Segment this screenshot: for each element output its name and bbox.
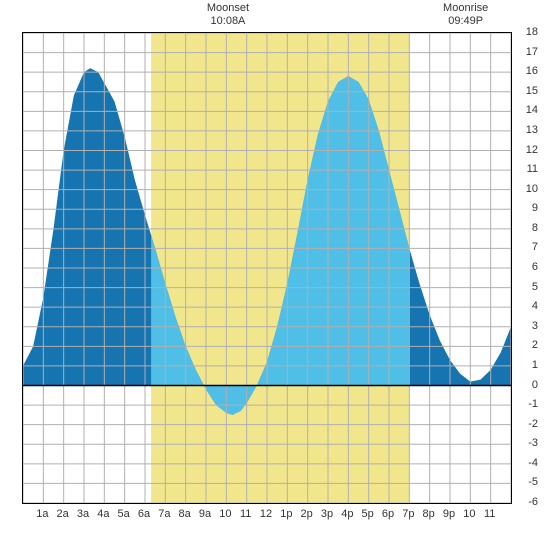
- y-tick: 12: [522, 144, 538, 156]
- y-tick: 5: [528, 281, 538, 293]
- x-tick: 6a: [138, 508, 150, 520]
- y-tick: -4: [524, 457, 538, 469]
- x-tick: 4p: [341, 508, 353, 520]
- y-axis: -6-5-4-3-2-10123456789101112131415161718: [514, 32, 538, 502]
- x-tick: 2p: [301, 508, 313, 520]
- x-tick: 12: [260, 508, 272, 520]
- x-tick: 2a: [57, 508, 69, 520]
- x-tick: 1p: [280, 508, 292, 520]
- y-tick: 2: [528, 339, 538, 351]
- y-tick: -2: [524, 418, 538, 430]
- y-tick: 10: [522, 183, 538, 195]
- plot-area: [22, 32, 512, 504]
- x-tick: 9p: [443, 508, 455, 520]
- x-axis: 1a 2a 3a 4a 5a 6a 7a 8a 9a 10 11 12 1p 2p 3p 4p 5p 6p 7p 8p…: [22, 508, 510, 528]
- y-tick: 9: [528, 202, 538, 214]
- x-tick: 11: [484, 508, 495, 520]
- x-tick: 6p: [382, 508, 394, 520]
- x-tick: 5p: [362, 508, 374, 520]
- moon-label-title: Moonrise: [426, 2, 506, 15]
- x-tick: 5a: [118, 508, 130, 520]
- y-tick: -6: [524, 496, 538, 508]
- y-tick: 0: [528, 379, 538, 391]
- x-tick: 3a: [77, 508, 89, 520]
- y-tick: -3: [524, 437, 538, 449]
- moon-label-time: 10:08A: [188, 15, 268, 28]
- top-labels: Moonset10:08A Moonrise09:49P: [0, 0, 550, 30]
- y-tick: 8: [528, 222, 538, 234]
- x-tick: 1a: [36, 508, 48, 520]
- x-tick: 4a: [97, 508, 109, 520]
- y-tick: 17: [522, 46, 538, 58]
- moon-label-time: 09:49P: [426, 15, 506, 28]
- moon-label: Moonset10:08A: [188, 2, 268, 28]
- x-tick: 3p: [321, 508, 333, 520]
- plot-svg: [23, 33, 511, 503]
- y-tick: 6: [528, 261, 538, 273]
- y-tick: 11: [523, 163, 538, 175]
- x-tick: 8p: [423, 508, 435, 520]
- x-tick: 9a: [199, 508, 211, 520]
- y-tick: 16: [522, 65, 538, 77]
- y-tick: 1: [528, 359, 538, 371]
- y-tick: 3: [528, 320, 538, 332]
- x-tick: 11: [240, 508, 251, 520]
- x-tick: 10: [463, 508, 475, 520]
- y-tick: 18: [522, 26, 538, 38]
- y-tick: 7: [528, 241, 538, 253]
- tide-chart: Moonset10:08A Moonrise09:49P -6 -5 -4 -3 -2 -1…: [0, 0, 550, 550]
- x-tick: 7a: [158, 508, 170, 520]
- y-tick: 4: [528, 300, 538, 312]
- x-tick: 7p: [402, 508, 414, 520]
- y-tick: 13: [522, 124, 538, 136]
- x-tick: 8a: [179, 508, 191, 520]
- x-tick: 10: [219, 508, 231, 520]
- moon-label-title: Moonset: [188, 2, 268, 15]
- y-tick: -5: [524, 476, 538, 488]
- y-tick: -1: [524, 398, 538, 410]
- y-tick: 15: [522, 85, 538, 97]
- moon-label: Moonrise09:49P: [426, 2, 506, 28]
- y-tick: 14: [522, 104, 538, 116]
